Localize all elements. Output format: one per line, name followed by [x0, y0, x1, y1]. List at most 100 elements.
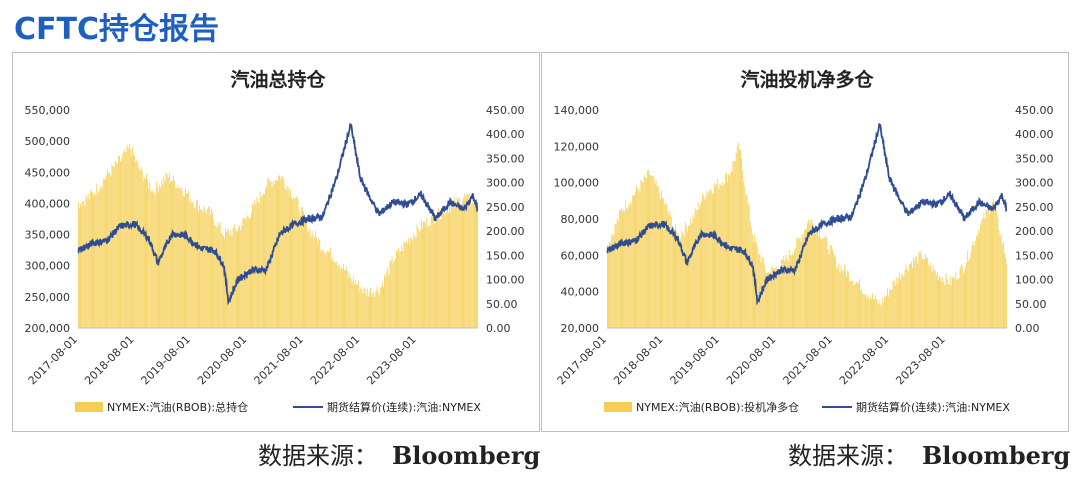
bar	[96, 183, 98, 328]
bar	[736, 146, 738, 328]
bar	[668, 214, 670, 328]
bar	[840, 265, 842, 328]
bar	[468, 194, 470, 328]
bar	[358, 280, 360, 328]
bar	[154, 195, 156, 328]
bar	[432, 215, 434, 328]
bar	[275, 180, 277, 328]
bar	[894, 285, 896, 328]
bar	[146, 173, 147, 328]
bar	[187, 193, 189, 328]
bar	[147, 179, 149, 328]
bar	[911, 261, 912, 328]
x-tick-label: 2018-08-01	[82, 333, 136, 387]
bar	[112, 166, 114, 328]
bar	[643, 175, 645, 328]
bar	[274, 179, 276, 328]
bar	[836, 268, 838, 328]
bar	[214, 225, 216, 328]
bar	[787, 261, 789, 328]
bar	[92, 192, 93, 328]
bar	[125, 152, 127, 328]
bar	[80, 203, 81, 328]
bar	[685, 226, 687, 328]
bar	[464, 194, 466, 328]
bar	[282, 176, 284, 328]
bar	[722, 185, 724, 328]
bar	[148, 187, 150, 328]
bar	[990, 211, 991, 328]
bar	[426, 217, 428, 328]
bar	[422, 228, 423, 328]
bar	[862, 293, 864, 328]
bar	[683, 235, 685, 328]
bar	[938, 280, 939, 328]
bar	[165, 171, 167, 328]
bar	[87, 193, 89, 328]
bar	[919, 252, 921, 328]
bar	[858, 283, 859, 328]
bar	[942, 277, 944, 328]
bar	[413, 233, 415, 328]
bar	[696, 210, 698, 328]
bar	[914, 261, 916, 328]
bar	[985, 209, 987, 328]
bar	[197, 199, 198, 328]
x-tick-label: 2021-08-01	[781, 333, 835, 387]
y-left-tick-label: 20,000	[561, 322, 600, 335]
bar	[747, 203, 749, 328]
bar	[347, 271, 349, 328]
y-right-tick-label: 100.00	[486, 274, 525, 287]
bar	[314, 230, 316, 328]
bar	[218, 225, 220, 328]
bar	[758, 254, 760, 328]
bar	[703, 195, 705, 328]
bar	[472, 203, 474, 328]
bar	[288, 195, 290, 328]
y-right-tick-label: 450.00	[1015, 104, 1054, 117]
bar	[362, 293, 364, 328]
bar	[631, 194, 633, 328]
bar	[903, 276, 905, 328]
x-tick-label: 2022-08-01	[308, 333, 362, 387]
bar	[459, 206, 461, 328]
y-right-tick-label: 450.00	[486, 104, 525, 117]
bar	[404, 243, 406, 328]
bar	[671, 228, 673, 328]
bar	[319, 239, 321, 328]
bar	[356, 284, 357, 328]
bar	[285, 190, 287, 328]
bar	[830, 245, 832, 328]
bar	[638, 188, 640, 328]
bar	[473, 197, 475, 328]
bar	[471, 198, 473, 328]
bar	[881, 297, 883, 328]
bar	[440, 218, 442, 328]
bar	[999, 236, 1001, 328]
bar	[666, 205, 668, 328]
bar	[811, 219, 813, 328]
legend-bar-swatch	[75, 402, 103, 412]
bar	[128, 144, 130, 328]
bar	[386, 271, 388, 328]
bar	[305, 219, 307, 328]
bar	[866, 297, 868, 328]
bar	[233, 224, 235, 328]
bar	[186, 193, 187, 328]
y-left-tick-label: 300,000	[25, 260, 71, 273]
y-right-tick-label: 400.00	[1015, 128, 1054, 141]
bar	[947, 284, 949, 328]
bar	[776, 268, 778, 328]
bar	[453, 201, 455, 328]
bar	[270, 181, 272, 328]
y-left-tick-label: 200,000	[25, 322, 71, 335]
chart-title: 汽油总持仓	[230, 68, 326, 91]
bar	[880, 306, 882, 328]
bar	[267, 177, 269, 328]
bar	[693, 218, 695, 328]
bar	[257, 200, 259, 328]
bar	[804, 229, 806, 328]
bar	[351, 282, 353, 328]
bar	[676, 231, 678, 328]
bar	[764, 270, 766, 328]
